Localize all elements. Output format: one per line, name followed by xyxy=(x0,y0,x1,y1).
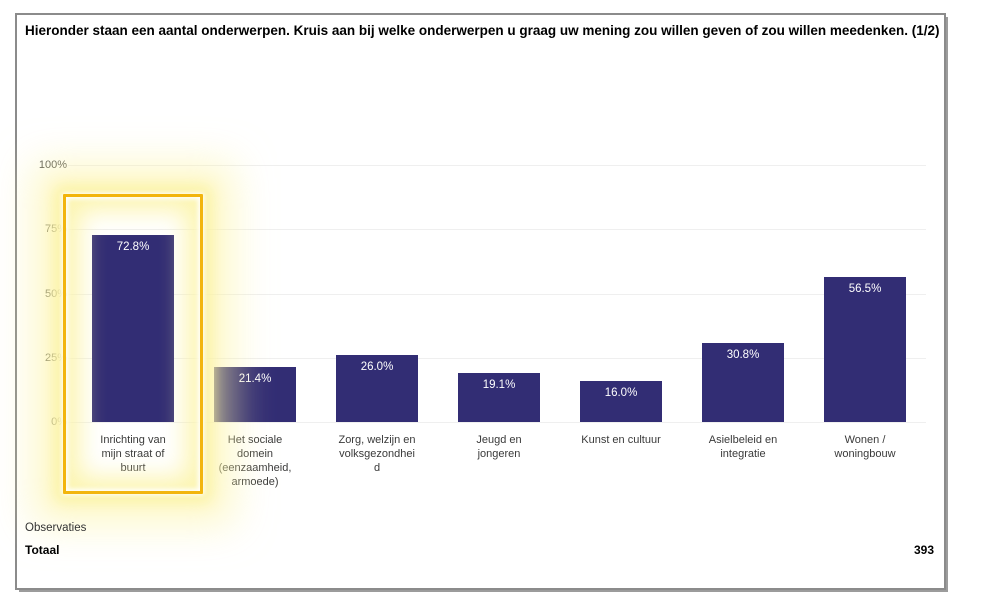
total-row: Totaal 393 xyxy=(25,543,934,557)
bar-value-label: 72.8% xyxy=(116,240,150,253)
question-title: Hieronder staan een aantal onderwerpen. … xyxy=(25,23,940,38)
gridline xyxy=(68,229,926,231)
bar xyxy=(580,380,662,422)
bar xyxy=(92,234,174,422)
bar-value-label: 19.1% xyxy=(482,378,516,391)
x-axis-category-label: Asielbeleid en integratie xyxy=(708,434,778,460)
bar-value-label: 16.0% xyxy=(604,386,638,399)
bar-value-label: 26.0% xyxy=(360,361,394,374)
y-axis-tick-label: 50% xyxy=(44,287,67,300)
bar xyxy=(702,342,784,422)
bar xyxy=(824,276,906,422)
x-axis-category-label: Kunst en cultuur xyxy=(581,434,661,446)
gridline xyxy=(68,422,926,423)
observations-label: Observaties xyxy=(25,522,87,534)
bar-value-label: 21.4% xyxy=(238,373,272,385)
bar-chart: 100% 75% 50% 25% 0% 72.8% Inrichting van mijn … xyxy=(17,15,944,588)
total-value: 393 xyxy=(913,543,934,557)
y-axis-tick-label: 100% xyxy=(38,159,67,171)
y-axis-tick-label: 75% xyxy=(44,223,67,236)
gridline xyxy=(68,165,926,166)
y-axis-tick-label: 25% xyxy=(44,351,67,364)
x-axis-category-label: Het sociale domein (eenzaamheid, armoede… xyxy=(218,434,292,488)
bar-value-label: 30.8% xyxy=(726,348,760,361)
x-axis-category-label: Jeugd en jongeren xyxy=(476,434,522,460)
gridline xyxy=(68,293,926,295)
bar xyxy=(458,372,540,422)
total-label: Totaal xyxy=(25,543,60,557)
x-axis-category-label: Wonen / woningbouw xyxy=(834,434,896,460)
bar-value-label: 56.5% xyxy=(848,282,882,295)
y-axis-tick-label: 0% xyxy=(51,416,67,428)
x-axis-category-label: Zorg, welzijn en volksgezondhei d xyxy=(338,434,416,474)
bar xyxy=(214,367,296,422)
report-card: Hieronder staan een aantal onderwerpen. … xyxy=(15,13,946,590)
bar xyxy=(336,355,418,422)
gridline xyxy=(68,357,926,359)
x-axis-category-label: Inrichting van mijn straat of buurt xyxy=(100,434,166,474)
